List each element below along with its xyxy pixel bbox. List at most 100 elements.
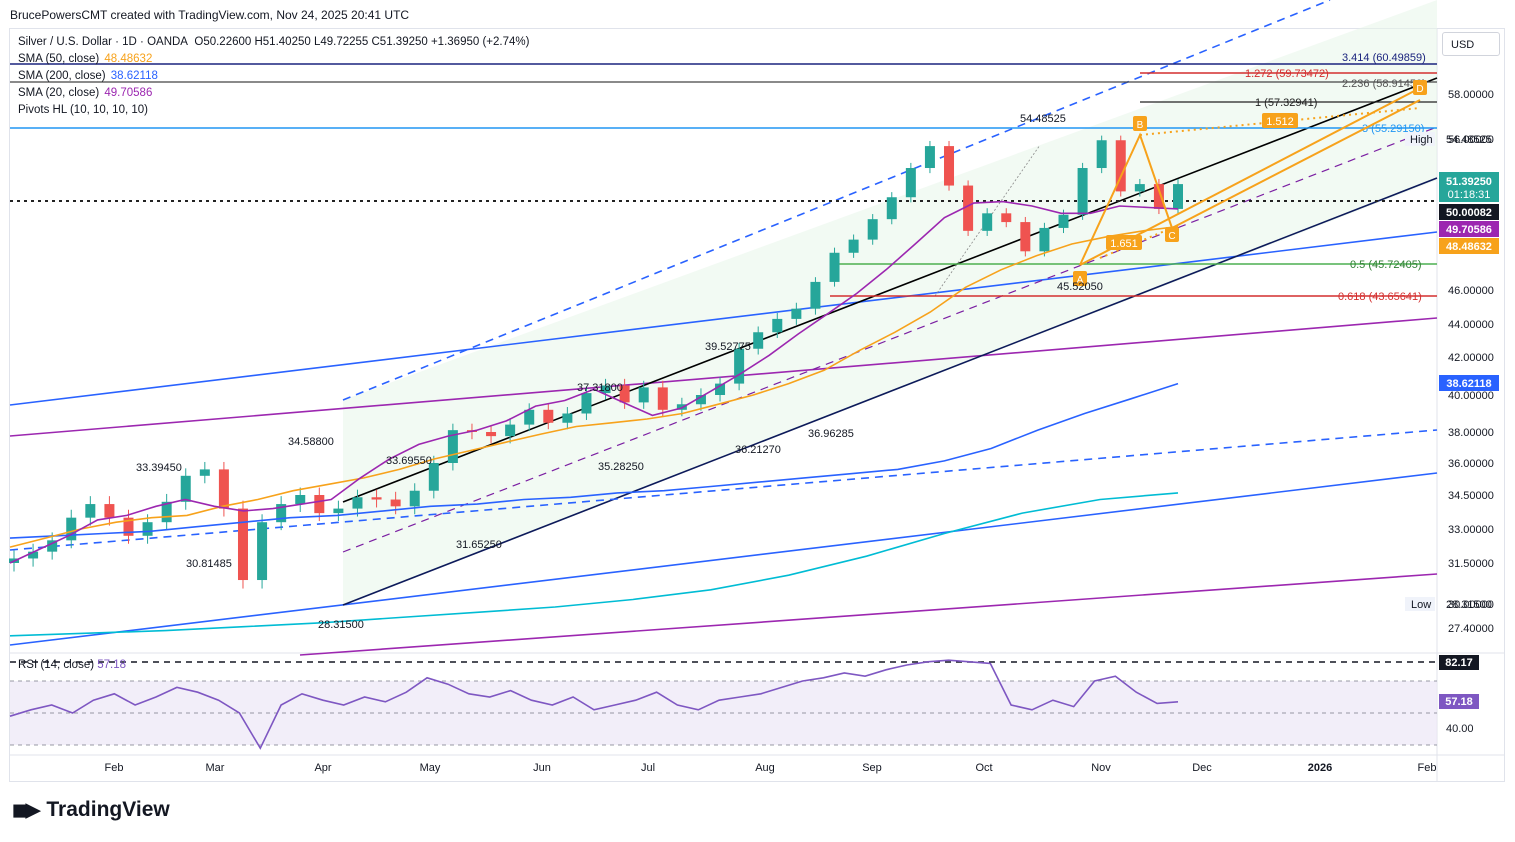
sma50-line[interactable]: SMA (50, close) 48.48632 bbox=[18, 51, 529, 68]
sma200-line[interactable]: SMA (200, close) 38.62118 bbox=[18, 68, 529, 85]
candle-body bbox=[543, 409, 554, 423]
candle-body bbox=[85, 504, 96, 518]
abcd-label-b: B bbox=[1137, 120, 1144, 131]
candle-body bbox=[199, 469, 210, 476]
candle-body bbox=[944, 146, 955, 186]
sma50-label: SMA (50, close) bbox=[18, 53, 100, 65]
ratio-badge-1651 bbox=[1106, 235, 1142, 250]
sma-lines bbox=[9, 200, 1179, 637]
candle-body bbox=[1020, 222, 1031, 252]
price-scale[interactable]: 58.00000 56.00000 46.00000 44.00000 42.00000… bbox=[1448, 89, 1494, 635]
low-tag-label: Low bbox=[1411, 599, 1431, 611]
x-tick-label: Jul bbox=[641, 762, 655, 774]
x-tick-label: Dec bbox=[1192, 762, 1212, 774]
candle-body bbox=[695, 395, 706, 405]
time-axis[interactable]: Feb Mar Apr May Jun Jul Aug Sep Oct Nov Dec 2026 Feb bbox=[105, 762, 1437, 774]
y-tick-label: 46.00000 bbox=[1448, 285, 1494, 297]
abcd-bd-dotted bbox=[1139, 107, 1421, 136]
sma20-line[interactable]: SMA (20, close) 49.70586 bbox=[18, 85, 529, 102]
candle-body bbox=[829, 252, 840, 282]
abcd-label-c: C bbox=[1168, 231, 1175, 242]
rsi-high-value: 82.17 bbox=[1445, 657, 1473, 669]
candle-body bbox=[791, 308, 802, 319]
last-price: 51.39250 bbox=[1446, 176, 1492, 188]
fib-label-3414: 3.414 (60.49859) bbox=[1342, 52, 1426, 64]
abcd-marker-c bbox=[1165, 227, 1179, 242]
pivot-label: 39.52775 bbox=[705, 341, 751, 353]
sma50-line bbox=[9, 225, 1179, 548]
candle-body bbox=[1115, 140, 1126, 192]
abcd-marker-d bbox=[1413, 80, 1427, 95]
channel-fill bbox=[343, 0, 1437, 605]
sma200-value: 38.62118 bbox=[1446, 378, 1491, 390]
ohlc-values: O50.22600 H51.40250 L49.72255 C51.39250 … bbox=[194, 36, 530, 48]
candle-body bbox=[447, 430, 458, 463]
trendline-purple-upper bbox=[9, 317, 1438, 437]
x-tick-label: 2026 bbox=[1308, 762, 1332, 774]
horizontal-levels bbox=[10, 63, 1437, 297]
candle-body bbox=[123, 517, 134, 536]
long-ma-line bbox=[9, 492, 1179, 637]
x-tick-label: Sep bbox=[862, 762, 882, 774]
candle-body bbox=[734, 348, 745, 384]
y-tick-label: 56.00000 bbox=[1448, 134, 1494, 146]
x-tick-label: Jun bbox=[533, 762, 551, 774]
y-tick-label: 42.00000 bbox=[1448, 352, 1494, 364]
ratio-badge-1512 bbox=[1262, 113, 1298, 128]
x-tick-label: Mar bbox=[206, 762, 225, 774]
y-tick-label: 36.00000 bbox=[1448, 458, 1494, 470]
candle-body bbox=[428, 463, 439, 491]
chart-header: BrucePowersCMT created with TradingView.… bbox=[10, 8, 410, 22]
candle-body bbox=[142, 522, 153, 536]
ratio-label-1651: 1.651 bbox=[1110, 238, 1138, 250]
x-tick-label: Feb bbox=[1418, 762, 1437, 774]
high-value: 54.48525 bbox=[1446, 134, 1492, 146]
sma200-badge bbox=[1439, 375, 1499, 391]
candle-body bbox=[276, 504, 287, 523]
pivot-label: 30.81485 bbox=[186, 558, 232, 570]
sma50-legend-value: 48.48632 bbox=[104, 53, 153, 65]
x-tick-label: Feb bbox=[105, 762, 124, 774]
candle-body bbox=[295, 495, 306, 505]
rsi-legend[interactable]: RSI (14, close) 57.18 bbox=[18, 659, 126, 671]
y-tick-label: 44.00000 bbox=[1448, 319, 1494, 331]
sma20-badge bbox=[1439, 221, 1499, 237]
candle-body bbox=[619, 385, 630, 403]
sma20-line bbox=[9, 200, 1179, 564]
pivot-label: 36.21270 bbox=[735, 444, 781, 456]
high-tag bbox=[1405, 132, 1435, 146]
rsi-legend-value: 57.18 bbox=[97, 659, 127, 671]
rsi-label: RSI (14, close) bbox=[18, 659, 95, 671]
y-tick-label: 33.00000 bbox=[1448, 524, 1494, 536]
abcd-label-a: A bbox=[1077, 275, 1084, 286]
candle-body bbox=[352, 497, 363, 509]
symbol-line: Silver / U.S. Dollar · 1D · OANDA O50.22… bbox=[18, 34, 529, 51]
x-tick-label: Aug bbox=[755, 762, 775, 774]
pivots-line[interactable]: Pivots HL (10, 10, 10, 10) bbox=[18, 102, 529, 119]
pivot-label: 37.31800 bbox=[577, 382, 623, 394]
candle-body bbox=[1096, 140, 1107, 169]
candle-body bbox=[66, 517, 77, 541]
abcd-pattern: A B C D 1.512 1.651 bbox=[1073, 80, 1427, 286]
candle-body bbox=[104, 504, 115, 518]
y-tick-label: 34.50000 bbox=[1448, 490, 1494, 502]
x-tick-label: Nov bbox=[1091, 762, 1111, 774]
countdown: 01:18:31 bbox=[1448, 189, 1491, 201]
candles-group bbox=[9, 135, 1183, 589]
currency-selector[interactable]: USD bbox=[1442, 32, 1500, 56]
rsi-line bbox=[9, 659, 1179, 750]
price-badges: 51.39250 01:18:31 50.00082 49.70586 48.4… bbox=[1405, 132, 1499, 735]
candle-body bbox=[1173, 184, 1183, 209]
pivot-label: 34.58800 bbox=[288, 436, 334, 448]
candle-body bbox=[657, 387, 668, 410]
y-tick-label: 31.50000 bbox=[1448, 558, 1494, 570]
sma50-badge bbox=[1439, 238, 1499, 254]
fib-label-2236: 2.236 (58.91450) bbox=[1342, 78, 1426, 90]
abcd-cd-line bbox=[1171, 99, 1421, 229]
symbol-name[interactable]: Silver / U.S. Dollar · 1D · OANDA bbox=[18, 36, 188, 48]
dotted-level-badge bbox=[1439, 204, 1499, 220]
sma50-value: 48.48632 bbox=[1446, 241, 1492, 253]
candle-body bbox=[161, 501, 172, 523]
pivots-label: Pivots HL (10, 10, 10, 10) bbox=[18, 104, 148, 116]
